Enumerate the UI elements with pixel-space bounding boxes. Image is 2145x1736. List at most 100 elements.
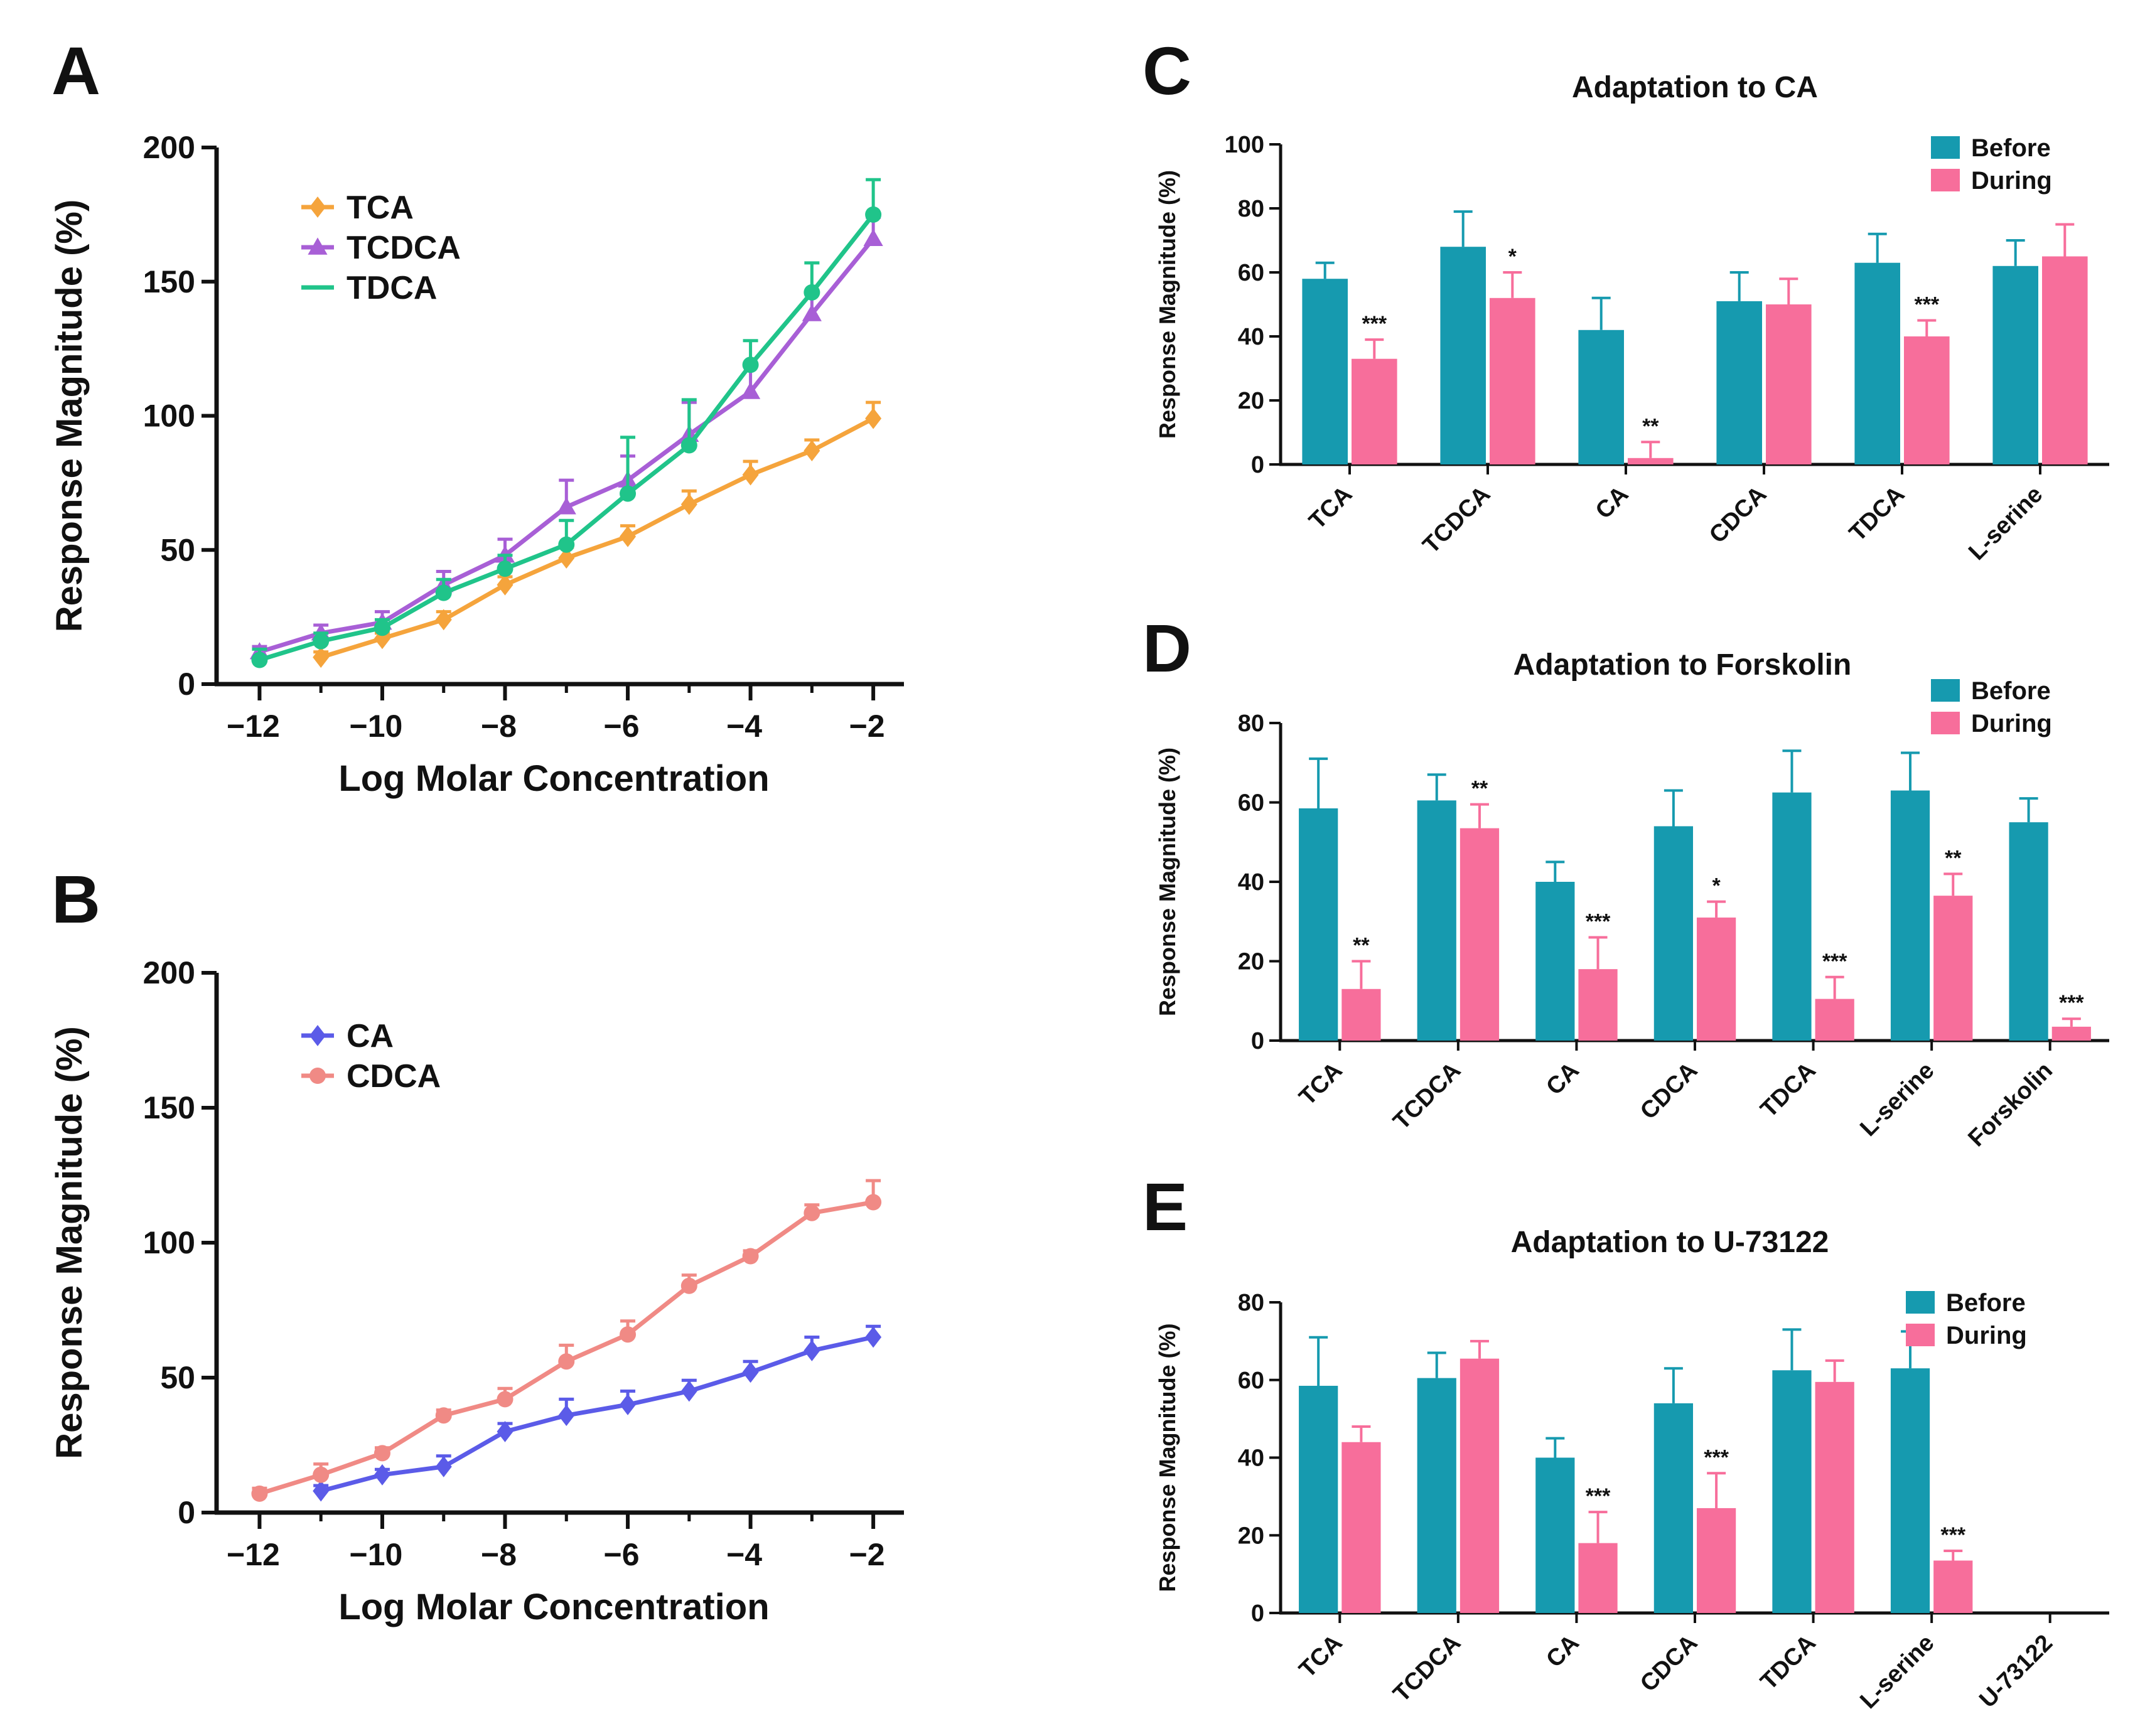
category-label: L-serine	[1855, 1630, 1939, 1714]
category-label: TCDCA	[1388, 1058, 1466, 1135]
data-point-cdca	[804, 1204, 820, 1221]
bar-during-tdca	[1815, 999, 1854, 1041]
category-group-ca: *** CA	[1535, 1437, 1618, 1673]
bar-during-cdca	[1766, 304, 1812, 464]
category-group-tcdca: TCDCA	[1388, 1339, 1500, 1707]
legend-swatch	[1931, 169, 1960, 191]
y-tick-label: 60	[1238, 260, 1264, 286]
category-group-tcdca: ** TCDCA	[1388, 773, 1500, 1135]
data-point-tca	[742, 464, 759, 486]
legend-item-before: Before	[1931, 134, 2051, 162]
x-axis-title: Log Molar Concentration	[338, 758, 769, 799]
data-point-tdca	[313, 633, 330, 650]
bar-during-tca	[1352, 358, 1397, 464]
x-tick-label: −2	[849, 709, 885, 744]
x-tick-label: −6	[604, 1537, 640, 1572]
y-axis-title: Response Magnitude (%)	[1154, 170, 1180, 439]
bar-before-cdca	[1653, 826, 1693, 1041]
category-label: TDCA	[1844, 481, 1910, 547]
y-tick-label: 80	[1238, 196, 1264, 222]
bar-before-ca	[1535, 1457, 1575, 1613]
data-point-tdca	[374, 619, 390, 636]
bar-during-tcdca	[1490, 297, 1535, 464]
legend-item-before: Before	[1931, 677, 2051, 705]
legend-swatch	[1906, 1324, 1935, 1346]
legend-label: TCA	[347, 190, 414, 226]
category-group-cdca: *** CDCA	[1635, 1367, 1736, 1697]
category-group-l-serine: L-serine	[1964, 223, 2088, 565]
category-label: TCDCA	[1418, 481, 1496, 559]
significance-marker: ***	[1586, 1484, 1611, 1508]
significance-marker: *	[1508, 245, 1517, 269]
data-point-cdca	[374, 1445, 390, 1462]
y-axis-title: Response Magnitude (%)	[1154, 1323, 1180, 1592]
legend-label: Before	[1971, 134, 2051, 162]
bar-before-tcdca	[1417, 1378, 1456, 1613]
data-point-cdca	[865, 1194, 882, 1211]
category-label: TCA	[1294, 1058, 1348, 1111]
y-tick-label: 0	[1251, 452, 1264, 478]
data-point-tcdca	[740, 382, 761, 399]
category-group-ca: ** CA	[1578, 296, 1674, 524]
legend-swatch-marker	[309, 1068, 326, 1084]
significance-marker: ***	[1940, 1523, 1965, 1547]
panel-letter-d: D	[1142, 610, 1191, 686]
bar-during-tdca	[1815, 1381, 1854, 1613]
legend-label: During	[1971, 167, 2052, 195]
legend-label: During	[1946, 1322, 2027, 1349]
significance-marker: *	[1712, 874, 1721, 898]
y-tick-label: 0	[178, 667, 195, 702]
bar-during-l-serine	[1933, 896, 1973, 1041]
significance-marker: ***	[1822, 950, 1847, 973]
chart-panel-a: 0 50 100 150 200 −12 −10 −8 −6 −4 −2 Log Molar Conc…	[49, 130, 904, 799]
panel-letter-e: E	[1142, 1169, 1188, 1245]
category-label: L-serine	[1855, 1058, 1939, 1142]
bar-before-tcdca	[1417, 800, 1456, 1041]
y-tick-label: 20	[1238, 949, 1264, 975]
legend-item-during: During	[1931, 167, 2052, 195]
bar-before-tdca	[1772, 792, 1812, 1041]
y-axis-title: Response Magnitude (%)	[49, 200, 90, 633]
category-group-ca: *** CA	[1535, 860, 1618, 1100]
category-group-cdca: * CDCA	[1635, 789, 1736, 1125]
significance-marker: ***	[1704, 1445, 1729, 1469]
category-group-l-serine: *** L-serine	[1855, 1330, 1973, 1714]
significance-marker: ***	[1586, 910, 1611, 934]
bar-during-ca	[1578, 1543, 1618, 1613]
legend-label: During	[1971, 710, 2052, 737]
legend-swatch-marker	[309, 1025, 326, 1046]
bar-before-tca	[1302, 279, 1348, 464]
legend-item-cdca: CDCA	[301, 1058, 441, 1095]
panel-letter-b: B	[51, 861, 100, 937]
y-tick-label: 50	[160, 532, 195, 567]
y-tick-label: 60	[1238, 1368, 1264, 1394]
bar-before-l-serine	[1890, 1368, 1930, 1613]
series-ca	[313, 1324, 882, 1502]
series-tdca	[251, 178, 882, 668]
data-point-tdca	[620, 485, 637, 502]
legend-swatch	[1931, 679, 1960, 702]
data-point-ca	[620, 1394, 637, 1415]
chart-panel-b: 0 50 100 150 200 −12 −10 −8 −6 −4 −2 Log Molar Conc…	[49, 955, 904, 1627]
series-line-ca	[320, 1335, 874, 1493]
chart-title: Adaptation to CA	[1572, 71, 1818, 104]
data-point-tca	[558, 547, 575, 569]
significance-marker: **	[1642, 414, 1659, 438]
data-point-tdca	[497, 560, 513, 577]
y-tick-label: 60	[1238, 790, 1264, 817]
bar-before-l-serine	[1992, 265, 2038, 464]
bar-before-l-serine	[1890, 790, 1930, 1041]
data-point-tdca	[558, 536, 575, 553]
bar-before-cdca	[1716, 301, 1762, 464]
y-tick-label: 20	[1238, 388, 1264, 414]
legend-item-tcdca: TCDCA	[301, 230, 461, 266]
bar-before-forskolin	[2009, 822, 2048, 1041]
chart-panel-c: Adaptation to CA 0 20 40 60 80 100 Response Mag…	[1154, 71, 2109, 565]
y-tick-label: 50	[160, 1360, 195, 1395]
category-label: CA	[1541, 1630, 1584, 1673]
bar-during-tca	[1341, 989, 1381, 1041]
category-group-tcdca: * TCDCA	[1418, 210, 1535, 559]
legend-swatch	[1931, 712, 1960, 734]
y-axis-title: Response Magnitude (%)	[1154, 747, 1180, 1016]
